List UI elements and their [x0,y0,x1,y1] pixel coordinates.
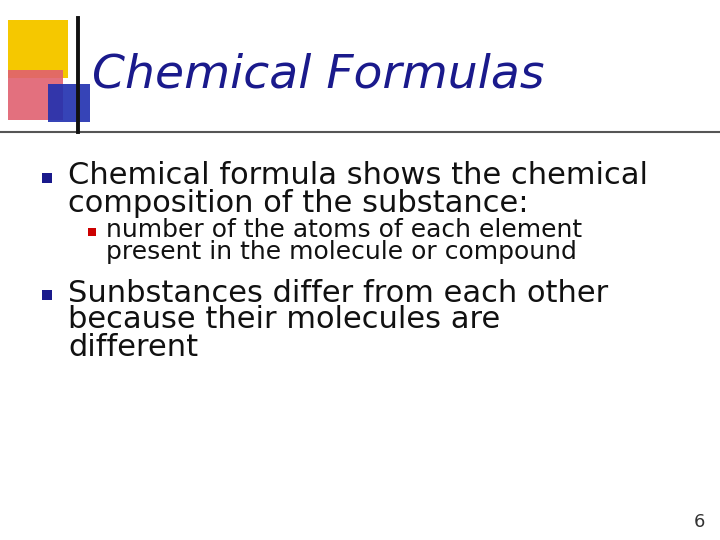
Text: composition of the substance:: composition of the substance: [68,188,528,218]
Text: different: different [68,333,198,361]
Bar [42,290,52,300]
Text: present in the molecule or compound: present in the molecule or compound [106,240,577,264]
Text: Chemical Formulas: Chemical Formulas [92,52,544,98]
Text: Chemical formula shows the chemical: Chemical formula shows the chemical [68,161,648,191]
Text: 6: 6 [693,513,705,531]
Text: number of the atoms of each element: number of the atoms of each element [106,218,582,242]
Bar [42,173,52,183]
Bar [8,20,68,78]
Text: because their molecules are: because their molecules are [68,306,500,334]
Text: Sunbstances differ from each other: Sunbstances differ from each other [68,279,608,307]
Bar [48,84,90,122]
Bar [88,228,96,236]
Bar [8,70,63,120]
